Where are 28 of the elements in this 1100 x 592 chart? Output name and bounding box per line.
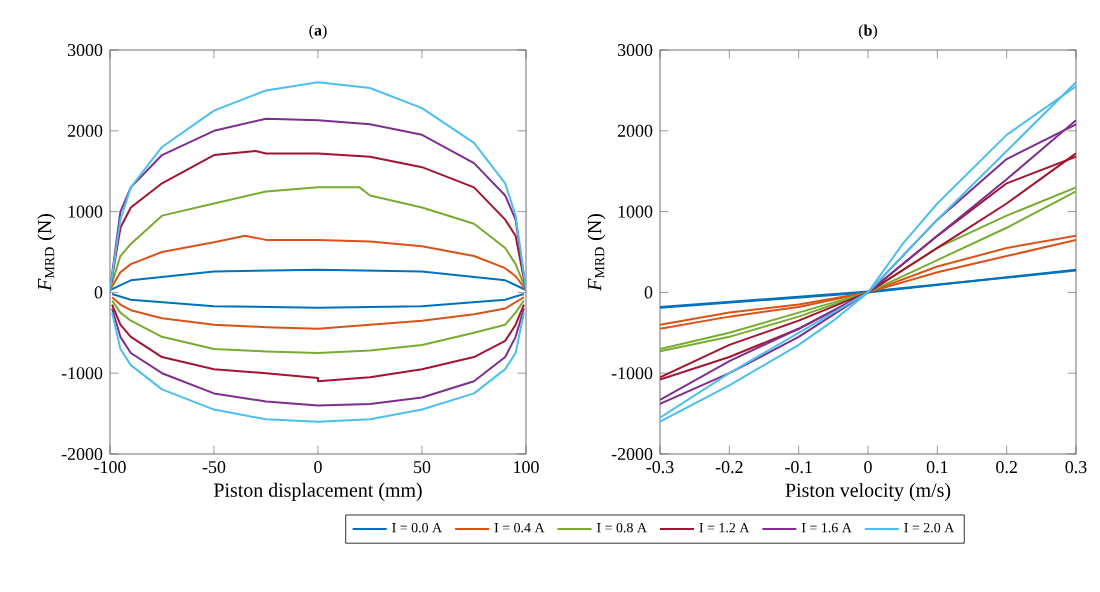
y-tick-label: 3000 [617,43,653,57]
x-tick-label: -0.2 [715,461,743,474]
y-axis-title: F$_{MRD}$ (N) [37,214,56,291]
y-tick-label: 1000 [68,205,103,218]
y-tick-label: -1000 [61,367,103,380]
x-tick-label: 0 [314,461,322,474]
y-tick-label: 3000 [67,43,103,57]
y-tick-label: -2000 [61,447,103,461]
y-tick-label: 2000 [617,124,653,137]
y-tick-label: 1000 [618,205,653,218]
x-axis-title: Piston velocity (m/s) [785,482,951,502]
y-tick-label: 0 [94,286,103,299]
y-axis-title: F$_{MRD}$ (N) [587,214,606,291]
x-tick-label: 50 [414,461,431,474]
x-tick-label: -0.1 [785,461,812,474]
x-tick-label: 0 [864,461,872,474]
x-tick-label: -100 [94,461,126,474]
x-tick-label: 0.1 [926,461,948,474]
x-axis-title: Piston displacement (mm) [213,482,422,501]
y-tick-label: -2000 [611,447,653,461]
y-tick-label: 0 [644,286,653,299]
x-tick-label: 0.2 [996,461,1017,474]
x-tick-label: -50 [202,461,226,474]
x-tick-label: 0.3 [1065,461,1087,474]
x-tick-label: 100 [514,461,539,474]
y-tick-label: 2000 [67,124,103,137]
x-tick-label: -0.3 [646,461,674,474]
y-tick-label: -1000 [611,367,653,380]
